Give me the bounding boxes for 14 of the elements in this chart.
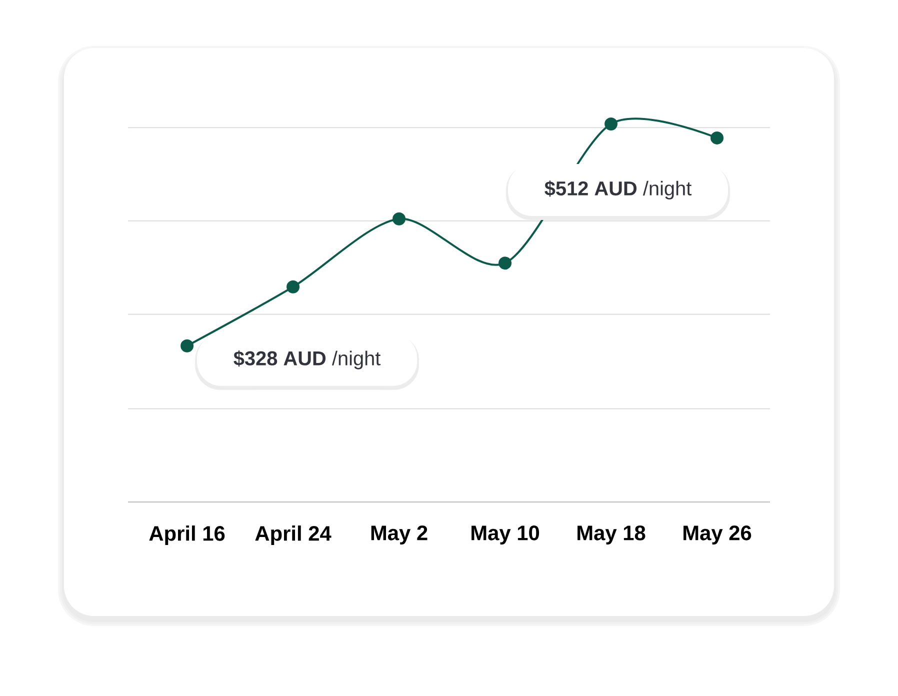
x-tick-label: May 2 bbox=[371, 526, 428, 544]
x-tick-label: April 16 bbox=[149, 526, 225, 546]
x-tick-label: May 26 bbox=[684, 526, 752, 544]
annotation: $512 AUD /night bbox=[544, 180, 692, 200]
x-tick-label: May 18 bbox=[578, 526, 646, 544]
x-tick-label: April 24 bbox=[255, 526, 332, 546]
point bbox=[392, 212, 406, 226]
point bbox=[710, 131, 724, 144]
point bbox=[498, 256, 512, 270]
x-tick-label: May 10 bbox=[472, 526, 540, 544]
point bbox=[286, 280, 300, 294]
annotation: $328 AUD /night bbox=[234, 350, 381, 370]
point bbox=[604, 117, 618, 130]
point bbox=[180, 339, 194, 352]
